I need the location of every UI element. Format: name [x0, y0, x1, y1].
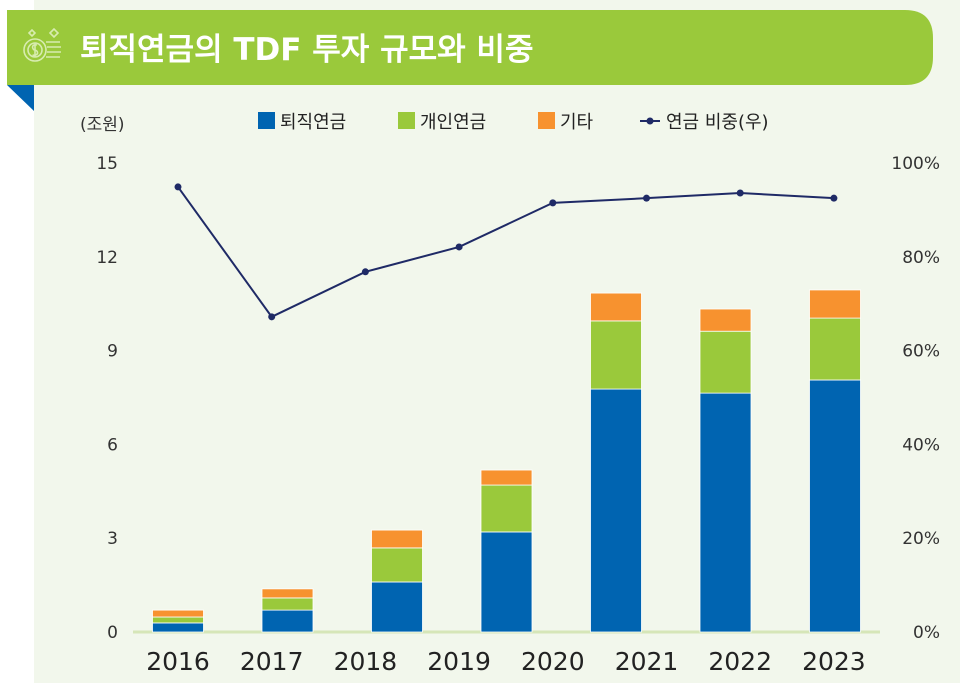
bar-segment-other — [371, 529, 423, 549]
left-tick-label: 6 — [107, 435, 118, 455]
bar-segment-other — [809, 289, 861, 319]
bar-segment-retirement — [699, 392, 752, 633]
share-line-path — [177, 186, 834, 319]
legend-swatch — [398, 112, 415, 129]
bar-segment-personal — [371, 547, 423, 583]
share-line-point — [361, 268, 369, 276]
share-line-point — [736, 189, 744, 197]
legend-swatch — [538, 112, 555, 129]
bar-segment-retirement — [371, 581, 423, 633]
legend: 퇴직연금 개인연금 기타 연금 비중(우) — [258, 112, 769, 133]
bar-segment-retirement — [152, 622, 204, 633]
legend-line-marker — [646, 117, 654, 125]
bar-segment-other — [480, 469, 533, 486]
share-line-point — [830, 194, 838, 202]
left-tick-label: 3 — [107, 529, 118, 549]
bar-segment-personal — [261, 597, 314, 611]
title-banner — [7, 10, 933, 85]
left-tick-label: 0 — [107, 623, 118, 643]
bar-segment-personal — [590, 320, 642, 390]
x-tick-label: 2022 — [708, 647, 772, 676]
banner-fold — [7, 85, 34, 111]
x-tick-label: 2021 — [615, 647, 679, 676]
legend-label: 퇴직연금 — [280, 112, 346, 133]
bar-segment-retirement — [809, 379, 861, 633]
bar-segment-personal — [152, 616, 204, 624]
right-tick-label: 40% — [902, 435, 940, 455]
left-tick-label: 9 — [107, 342, 118, 362]
share-line-point — [643, 194, 650, 202]
bar-segment-personal — [699, 330, 752, 394]
axes: 0 3 6 9 12 15 0% 20% 40% 60% 80% 100% 2016 2017 2018 20… — [96, 154, 940, 676]
x-tick-label: 2016 — [146, 647, 210, 676]
bar-segment-personal — [480, 484, 533, 533]
share-line-point — [455, 243, 463, 251]
share-line-point — [268, 313, 276, 321]
x-tick-label: 2018 — [334, 647, 398, 676]
share-line — [174, 183, 838, 321]
bar-segment-personal — [809, 317, 861, 381]
right-tick-label: 0% — [913, 623, 940, 643]
x-tick-label: 2019 — [427, 647, 491, 676]
bar-segment-other — [261, 588, 314, 599]
bar-segment-other — [699, 308, 752, 332]
share-line-point — [549, 199, 557, 207]
bar-segment-retirement — [480, 531, 533, 633]
x-tick-label: 2017 — [240, 647, 304, 676]
bar-segment-other — [590, 292, 642, 322]
legend-label: 개인연금 — [420, 112, 486, 133]
money-coins-icon — [23, 27, 61, 62]
right-tick-label: 100% — [891, 154, 940, 174]
x-tick-label: 2023 — [802, 647, 866, 676]
legend-label: 기타 — [560, 112, 594, 133]
bar-segment-other — [152, 609, 204, 618]
left-tick-label: 15 — [96, 154, 118, 174]
legend-label: 연금 비중(우) — [666, 112, 769, 133]
share-line-point — [174, 183, 182, 191]
left-axis-unit: (조원) — [80, 115, 125, 135]
bar-segment-retirement — [261, 609, 314, 633]
bar-segment-retirement — [590, 388, 642, 633]
chart-title: 퇴직연금의 TDF 투자 규모와 비중 — [80, 32, 533, 68]
left-tick-label: 12 — [96, 248, 118, 268]
right-tick-label: 60% — [902, 342, 940, 362]
right-tick-label: 80% — [902, 248, 940, 268]
bars — [152, 289, 861, 633]
right-tick-label: 20% — [902, 529, 940, 549]
legend-swatch — [258, 112, 275, 129]
x-tick-label: 2020 — [521, 647, 585, 676]
